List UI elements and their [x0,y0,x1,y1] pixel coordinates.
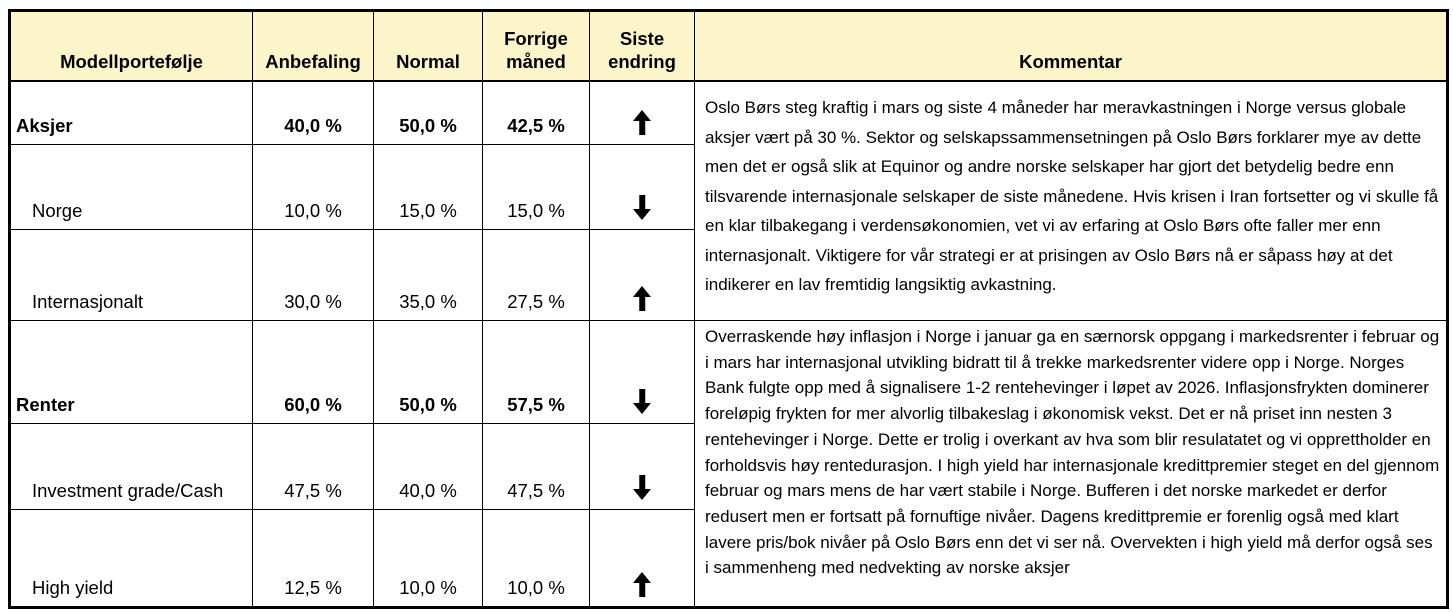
row-norge-anbefaling[interactable]: 10,0 % [253,145,374,230]
row-renter-normal[interactable]: 50,0 % [374,321,483,424]
header-anbefaling[interactable]: Anbefaling [253,12,374,82]
row-internasjonalt-normal[interactable]: 35,0 % [374,230,483,321]
row-aksjer-normal[interactable]: 50,0 % [374,82,483,145]
header-normal[interactable]: Normal [374,12,483,82]
row-high-yield-siste-endring[interactable] [590,510,695,606]
row-high-yield-label[interactable]: High yield [11,510,253,606]
row-renter-siste-endring[interactable] [590,321,695,424]
header-forrige-maned[interactable]: Forrige måned [483,12,590,82]
header-siste-endring[interactable]: Siste endring [590,12,695,82]
row-high-yield-forrige-maned[interactable]: 10,0 % [483,510,590,606]
header-kommentar[interactable]: Kommentar [695,12,1446,82]
row-high-yield-anbefaling[interactable]: 12,5 % [253,510,374,606]
comment-aksjer[interactable]: Oslo Børs steg kraftig i mars og siste 4… [695,82,1446,321]
row-norge-siste-endring[interactable] [590,145,695,230]
row-internasjonalt-siste-endring[interactable] [590,230,695,321]
up-arrow-icon [631,110,653,135]
row-investment-grade-cash-anbefaling[interactable]: 47,5 % [253,424,374,510]
down-arrow-icon [631,475,653,500]
down-arrow-icon [631,195,653,220]
row-investment-grade-cash-label[interactable]: Investment grade/Cash [11,424,253,510]
row-renter-forrige-maned[interactable]: 57,5 % [483,321,590,424]
row-high-yield-normal[interactable]: 10,0 % [374,510,483,606]
row-investment-grade-cash-forrige-maned[interactable]: 47,5 % [483,424,590,510]
row-norge-normal[interactable]: 15,0 % [374,145,483,230]
down-arrow-icon [631,389,653,414]
row-aksjer-forrige-maned[interactable]: 42,5 % [483,82,590,145]
row-investment-grade-cash-normal[interactable]: 40,0 % [374,424,483,510]
model-portfolio-table: Modellportefølje Anbefaling Normal Forri… [8,9,1449,609]
row-norge-label[interactable]: Norge [11,145,253,230]
comment-renter[interactable]: Overraskende høy inflasjon i Norge i jan… [705,327,1440,578]
row-internasjonalt-anbefaling[interactable]: 30,0 % [253,230,374,321]
row-aksjer-anbefaling[interactable]: 40,0 % [253,82,374,145]
row-internasjonalt-forrige-maned[interactable]: 27,5 % [483,230,590,321]
row-aksjer-label[interactable]: Aksjer [11,82,253,145]
header-modellportefolje[interactable]: Modellportefølje [11,12,253,82]
row-norge-forrige-maned[interactable]: 15,0 % [483,145,590,230]
row-investment-grade-cash-siste-endring[interactable] [590,424,695,510]
row-renter-anbefaling[interactable]: 60,0 % [253,321,374,424]
row-aksjer-siste-endring[interactable] [590,82,695,145]
row-renter-label[interactable]: Renter [11,321,253,424]
up-arrow-icon [631,572,653,597]
row-internasjonalt-label[interactable]: Internasjonalt [11,230,253,321]
up-arrow-icon [631,286,653,311]
